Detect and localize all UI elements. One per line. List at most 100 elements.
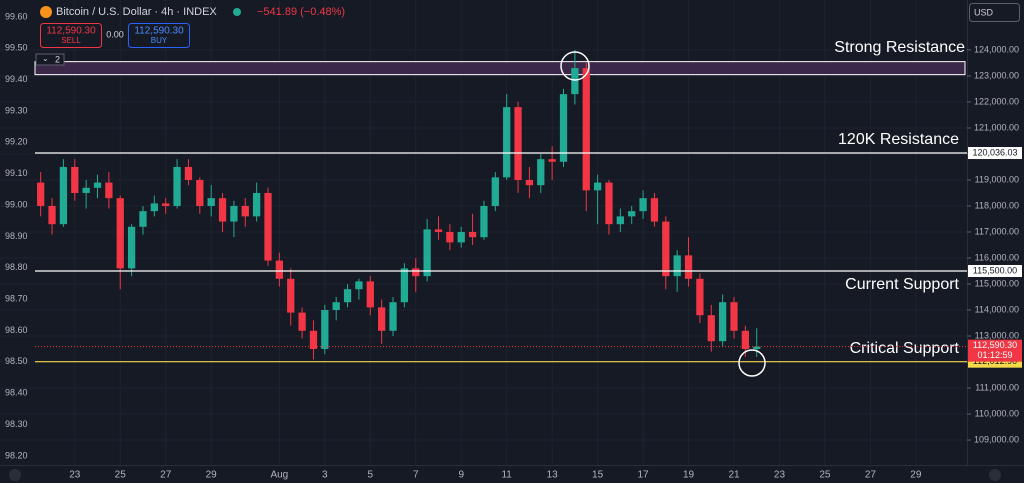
candle-body xyxy=(514,107,522,180)
y2-tick-label: 99.20 xyxy=(5,137,28,147)
symbol-title: Bitcoin / U.S. Dollar · 4h · INDEX xyxy=(56,6,217,18)
candle-body xyxy=(127,226,136,269)
candle-body xyxy=(241,205,249,217)
candle-body xyxy=(355,281,363,290)
candle-body xyxy=(264,192,272,261)
x-tick-label: 17 xyxy=(638,470,650,481)
buy-button[interactable] xyxy=(128,23,190,48)
candle-body xyxy=(730,302,738,331)
candle-body xyxy=(321,310,329,350)
candle-body xyxy=(366,281,374,308)
candle-body xyxy=(503,107,511,178)
candle-body xyxy=(82,187,90,193)
candle-body xyxy=(650,198,659,222)
x-tick-label: 21 xyxy=(728,470,740,481)
candle-body xyxy=(446,231,454,243)
candle-body xyxy=(753,346,761,350)
y-tick-label: 118,000.00 xyxy=(975,200,1019,210)
candle-body xyxy=(423,229,431,277)
candle-body xyxy=(605,182,613,225)
highlight-circle xyxy=(738,349,766,377)
zone-label: Strong Resistance xyxy=(834,39,965,56)
y2-tick-label: 98.40 xyxy=(5,388,28,398)
candle-body xyxy=(673,255,681,277)
level-label: Critical Support xyxy=(850,340,960,357)
candle-body xyxy=(593,182,602,191)
y-tick-label: 119,000.00 xyxy=(975,174,1019,184)
x-tick-label: 5 xyxy=(368,470,374,481)
candle-body xyxy=(412,268,420,277)
candle-body xyxy=(537,159,545,186)
x-tick-label: 27 xyxy=(865,470,877,481)
y-tick-label: 113,000.00 xyxy=(975,330,1019,340)
candle-body xyxy=(309,330,318,350)
y-tick-label: 124,000.00 xyxy=(974,44,1019,54)
y-tick-label: 123,000.00 xyxy=(974,70,1019,80)
price-tag-label: 120,036.03 xyxy=(972,147,1017,157)
y-tick-label: 110,000.00 xyxy=(975,408,1019,418)
sell-button[interactable] xyxy=(40,23,102,48)
x-tick-label: Aug xyxy=(270,470,288,481)
candle-body xyxy=(150,203,158,212)
badge-count: 2 xyxy=(55,54,60,64)
candle-body xyxy=(207,198,215,206)
candle-body xyxy=(59,166,68,225)
y2-tick-label: 98.20 xyxy=(5,450,28,460)
candle-body xyxy=(491,177,499,206)
candle-body xyxy=(639,198,647,212)
candle-body xyxy=(287,278,295,313)
buy-label: BUY xyxy=(151,36,168,45)
collapse-badge[interactable] xyxy=(35,53,65,66)
candle-body xyxy=(196,179,204,206)
y2-tick-label: 99.50 xyxy=(5,43,28,53)
y2-tick-label: 98.80 xyxy=(5,262,28,272)
candle-body xyxy=(37,182,45,206)
x-tick-label: 19 xyxy=(683,470,695,481)
candle-body xyxy=(684,255,693,279)
candle-body xyxy=(389,302,397,331)
zoom-icon[interactable] xyxy=(9,469,21,481)
buy-price: 112,590.30 xyxy=(134,26,184,37)
y2-tick-label: 99.60 xyxy=(5,11,28,21)
candle-body xyxy=(332,302,340,310)
y2-tick-label: 99.40 xyxy=(5,74,28,84)
spread: 0.00 xyxy=(106,29,124,39)
candle-body xyxy=(116,198,124,269)
y-tick-label: 117,000.00 xyxy=(975,226,1019,236)
candle-body xyxy=(298,312,306,331)
price-tag xyxy=(968,147,1022,160)
candle-body xyxy=(184,166,193,180)
level-label: Current Support xyxy=(845,276,959,293)
candle-body xyxy=(696,278,704,316)
auto-icon[interactable] xyxy=(989,469,1001,481)
y-tick-label: 114,000.00 xyxy=(975,304,1019,314)
candle-body xyxy=(218,198,227,222)
currency-select[interactable] xyxy=(969,3,1020,22)
candle-body xyxy=(741,330,750,350)
y2-tick-label: 98.90 xyxy=(5,231,28,241)
currency: USD xyxy=(974,7,994,17)
x-tick-label: 29 xyxy=(206,470,218,481)
candle-body xyxy=(457,231,465,243)
sell-price: 112,590.30 xyxy=(46,26,96,37)
header: Bitcoin / U.S. Dollar · 4h · INDEX −541.… xyxy=(9,3,1020,481)
candle-body xyxy=(275,260,284,279)
resistance-zone xyxy=(34,61,966,76)
y2-tick-label: 98.50 xyxy=(5,356,28,366)
chevron: ⌄ xyxy=(42,54,49,63)
y-tick-label: 109,000.00 xyxy=(974,434,1019,444)
status-dot xyxy=(233,8,241,16)
y2-tick-label: 98.60 xyxy=(5,325,28,335)
candle-body xyxy=(548,159,556,162)
candle-body xyxy=(139,211,147,227)
x-tick-label: 15 xyxy=(592,470,604,481)
highlight-circle xyxy=(560,51,590,81)
candle-body xyxy=(48,205,56,225)
candle-body xyxy=(571,68,579,95)
candle-body xyxy=(343,289,352,303)
x-tick-label: 11 xyxy=(501,470,512,481)
y2-tick-label: 99.30 xyxy=(5,105,28,115)
candle-body xyxy=(480,205,488,238)
